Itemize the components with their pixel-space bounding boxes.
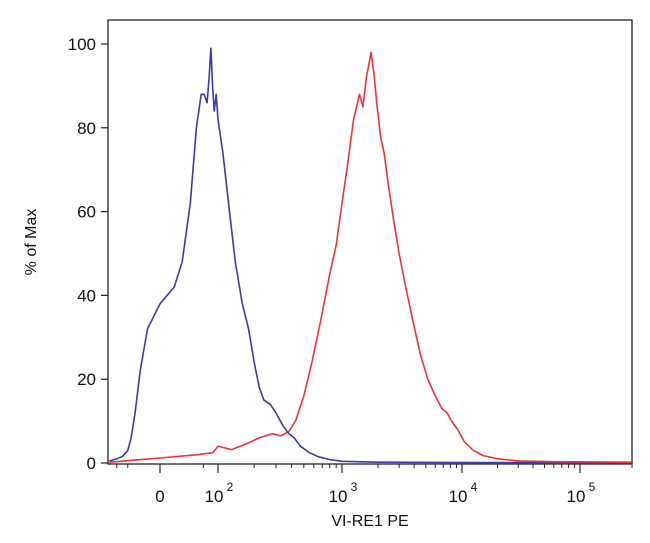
plot-frame	[107, 19, 633, 465]
y-tick-label: 20	[77, 370, 96, 389]
x-tick-exponent: 3	[351, 480, 358, 494]
y-tick-label: 100	[68, 35, 96, 54]
y-tick-label: 40	[77, 286, 96, 305]
x-tick-exponent: 4	[471, 480, 478, 494]
x-tick-exponent: 2	[227, 480, 234, 494]
x-tick-label: 10	[205, 487, 224, 506]
x-tick-label: 0	[155, 487, 164, 506]
y-axis: 0 20 40 60 80 100	[68, 35, 108, 473]
y-tick-label: 80	[77, 119, 96, 138]
y-axis-title: % of Max	[23, 209, 40, 276]
x-tick-label: 10	[449, 487, 468, 506]
x-tick-label: 10	[567, 487, 586, 506]
x-axis: 0 10 2 10 3 10 4 10 5	[116, 464, 633, 506]
series-line-1	[109, 47, 632, 464]
x-tick-label: 10	[329, 487, 348, 506]
y-tick-label: 60	[77, 203, 96, 222]
y-tick-label: 0	[87, 454, 96, 473]
x-axis-title: VI-RE1 PE	[331, 513, 408, 530]
x-tick-exponent: 5	[589, 480, 596, 494]
series-line-2	[109, 51, 632, 463]
series-layer	[109, 47, 632, 464]
